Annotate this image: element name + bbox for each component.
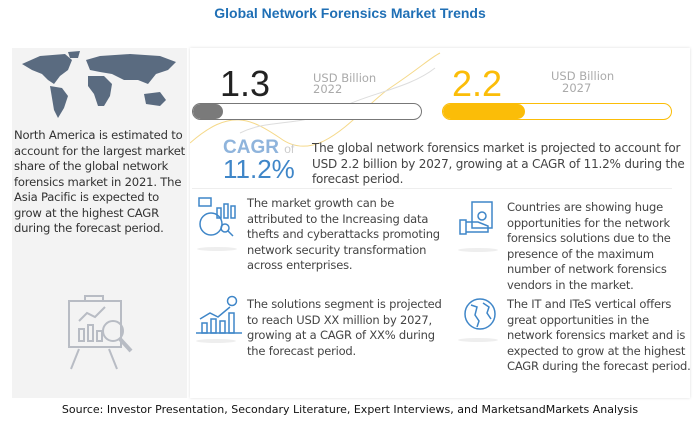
unit-2022: USD Billion <box>313 71 377 85</box>
source-note: Source: Investor Presentation, Secondary… <box>61 403 639 416</box>
cagr-value: 11.2% <box>223 154 295 184</box>
regional-insight-text: North America is estimated to account fo… <box>14 128 186 235</box>
presentation-analytics-icon <box>68 295 133 370</box>
icon-shadow <box>196 339 236 343</box>
divider <box>192 188 672 189</box>
insight-text: The market growth can be attributed to t… <box>247 196 440 272</box>
insight-text: The solutions segment is projected to re… <box>247 297 442 358</box>
icon-shadow <box>458 248 498 252</box>
insight-text: The IT and ITeS vertical offers great op… <box>507 297 691 373</box>
cagr-description: The global network forensics market is p… <box>312 141 685 186</box>
year-2022: 2022 <box>313 82 343 96</box>
cagr-of: of <box>284 142 295 156</box>
insight-text: Countries are showing huge opportunities… <box>507 200 671 292</box>
market-value-2022: 1.3 <box>220 63 271 104</box>
unit-2027: USD Billion <box>551 69 615 83</box>
progress-fill-2022 <box>193 104 223 119</box>
progress-fill-2027 <box>443 104 526 119</box>
regional-panel <box>12 48 187 398</box>
world-map-icon <box>22 51 176 118</box>
progress-bar-2027 <box>442 103 672 120</box>
cagr-label: CAGR of <box>223 137 294 159</box>
market-value-2027: 2.2 <box>452 63 503 104</box>
page-title: Global Network Forensics Market Trends <box>214 5 486 21</box>
growth-chart-dollar-icon <box>196 295 242 334</box>
progress-bar-2022 <box>192 103 422 120</box>
cagr-word: CAGR <box>223 137 279 158</box>
year-2027: 2027 <box>562 81 592 95</box>
icon-shadow <box>197 247 237 251</box>
globe-icon <box>464 298 496 330</box>
money-hand-icon <box>459 201 493 235</box>
icon-shadow <box>458 338 498 342</box>
analytics-magnifier-icon <box>198 197 236 237</box>
